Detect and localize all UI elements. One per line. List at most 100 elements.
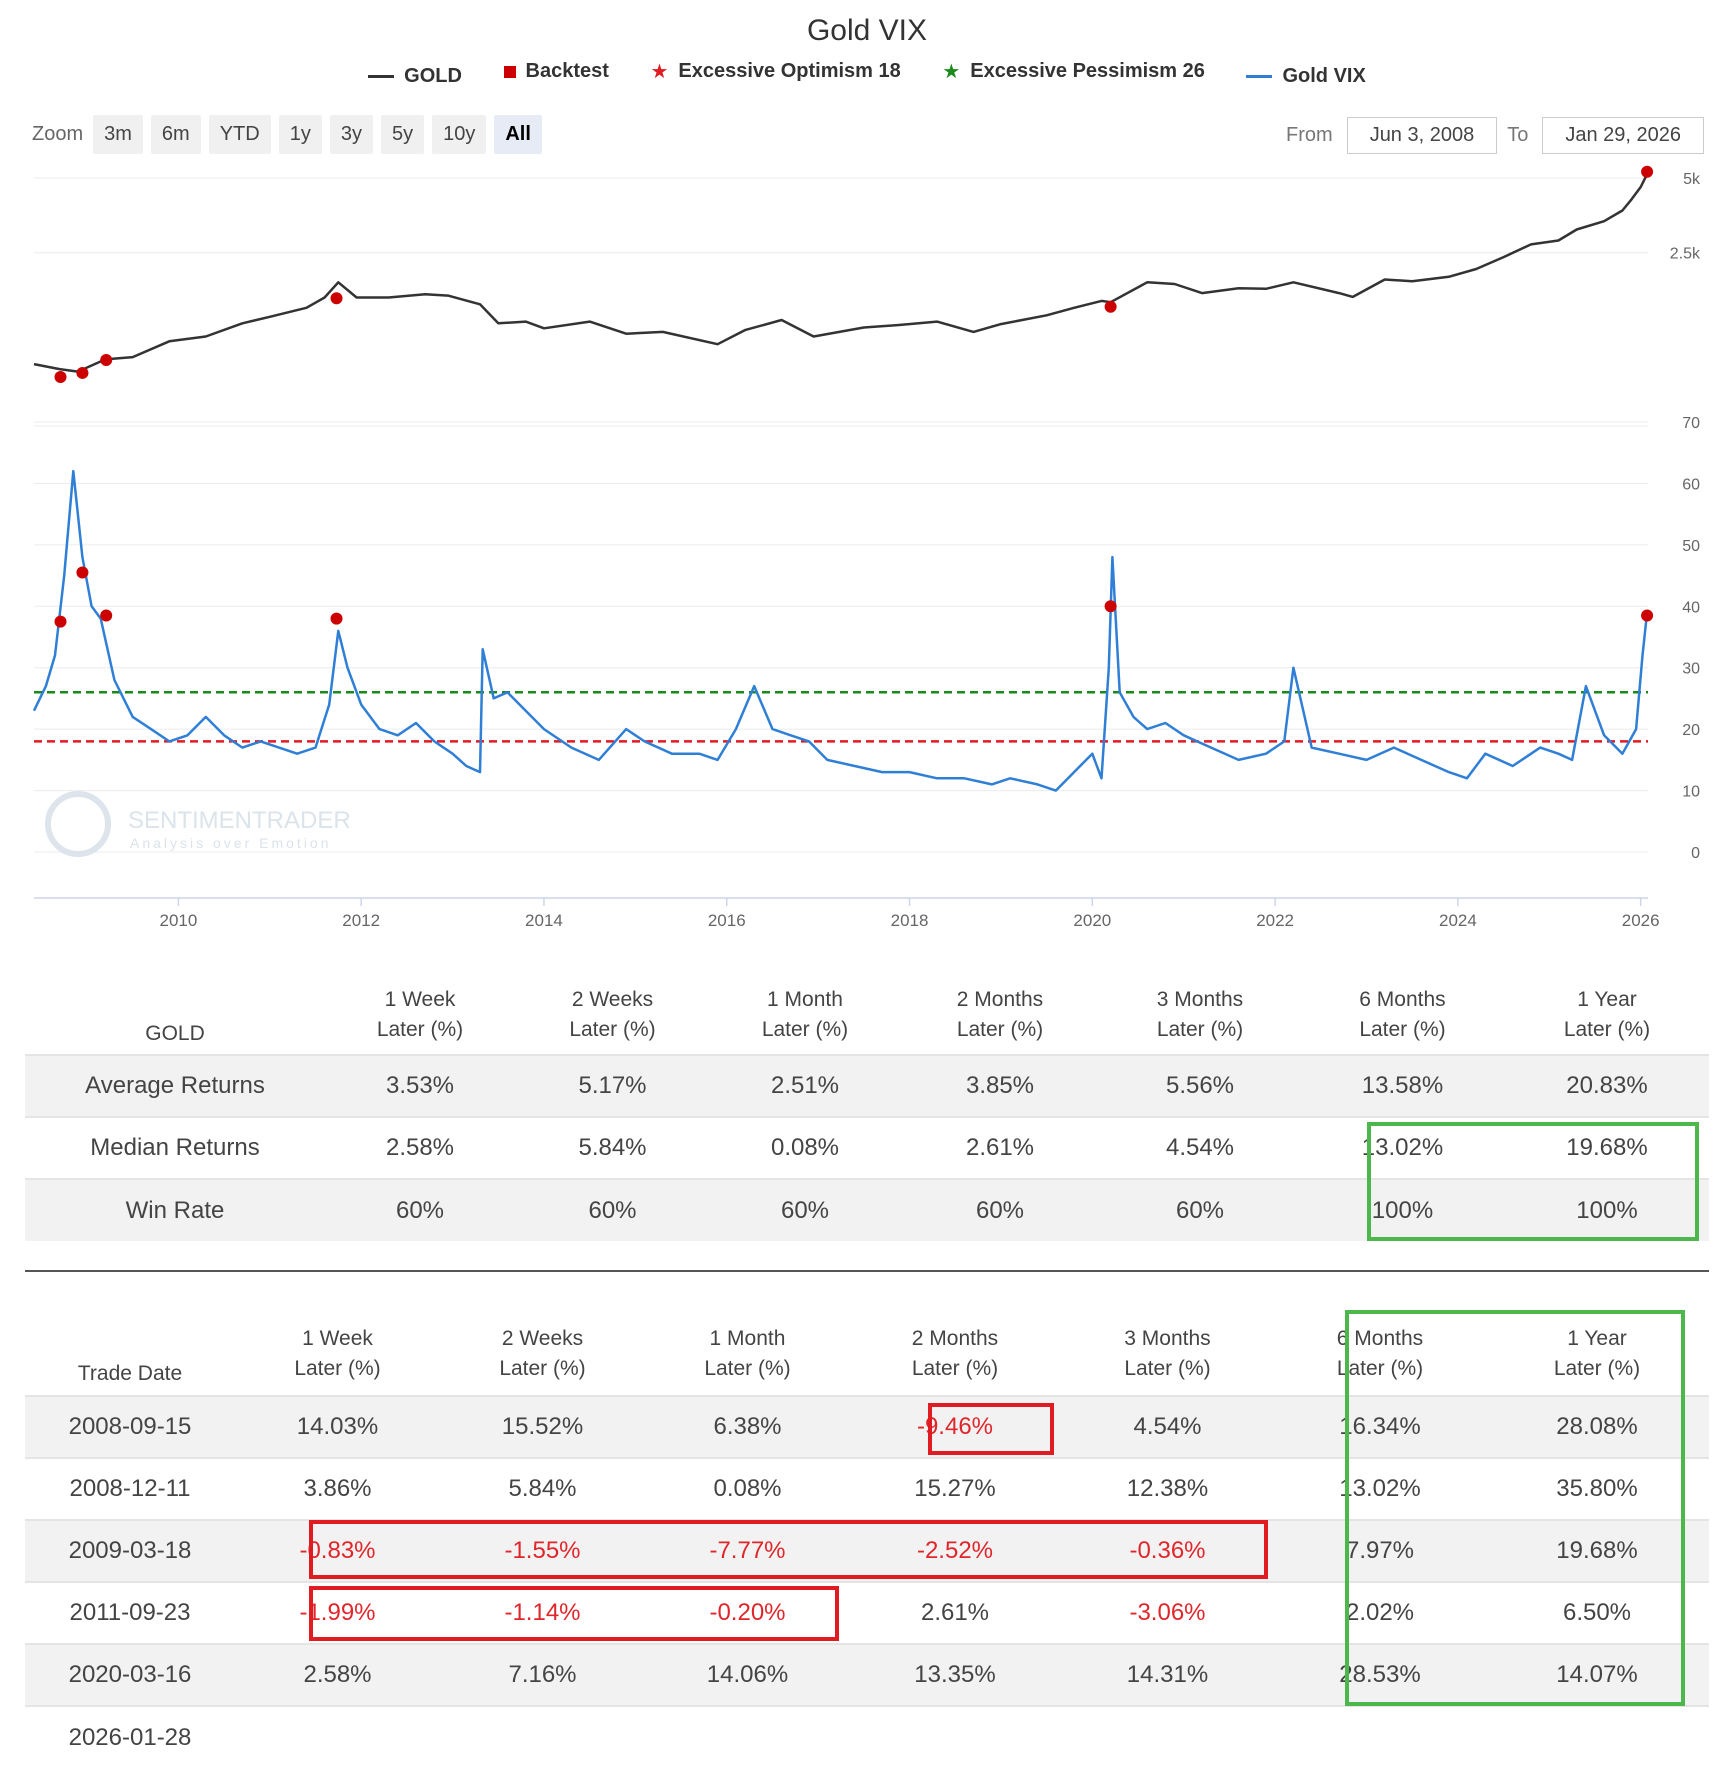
table-cell: 7.97% (1275, 1519, 1485, 1582)
header-line: Later (%) (761, 1017, 849, 1041)
to-date-input[interactable]: Jan 29, 2026 (1542, 117, 1704, 154)
gold-line-swatch (368, 74, 395, 78)
zoom-all-button[interactable]: All (494, 115, 542, 154)
table-cell: -1.14% (440, 1581, 645, 1644)
legend-item-gold-vix[interactable]: Gold VIX (1246, 64, 1366, 88)
table-cell: 4.54% (1060, 1395, 1275, 1458)
table-cell: 15.52% (440, 1395, 645, 1458)
from-date-input[interactable]: Jun 3, 2008 (1346, 117, 1498, 154)
table-cell (235, 1705, 440, 1768)
trade-date: 2026-01-28 (25, 1705, 235, 1768)
legend-item-backtest[interactable]: Backtest (503, 60, 609, 83)
gold-backtest-marker (1641, 165, 1654, 178)
table-cell: 13.35% (850, 1643, 1060, 1706)
table-cell: 19.68% (1485, 1519, 1709, 1582)
from-label: From (1286, 124, 1333, 146)
table-cell: 0.08% (710, 1116, 900, 1179)
x-tick-label: 2014 (525, 911, 563, 930)
header-line: Later (%) (294, 1356, 381, 1380)
summary-row: Win Rate 60% 60% 60% 60% 60% 100% 100% (25, 1178, 1709, 1241)
header-line: 2 Months (911, 1326, 999, 1350)
header-line: 2 Weeks (501, 1326, 584, 1350)
zoom-ytd-button[interactable]: YTD (208, 115, 271, 154)
header-line: 1 Week (384, 987, 456, 1011)
gold-y-tick-label: 2.5k (1670, 246, 1701, 263)
table-cell: 5.84% (515, 1116, 710, 1179)
header-line: Later (%) (1563, 1017, 1651, 1041)
zoom-5y-button[interactable]: 5y (380, 115, 425, 154)
table-row: 2008-12-11 3.86% 5.84% 0.08% 15.27% 12.38% 13.… (25, 1457, 1709, 1520)
table-cell: 6.38% (645, 1395, 850, 1458)
header-line: 1 Month (709, 1326, 786, 1350)
header-line: 2 Weeks (571, 987, 654, 1011)
header-line: 6 Months (1359, 987, 1446, 1011)
trades-header: 2 Months Later (%) (850, 1312, 1060, 1396)
watermark-logo-icon (45, 791, 111, 857)
zoom-3m-button[interactable]: 3m (93, 115, 143, 154)
table-row: 2011-09-23 -1.99% -1.14% -0.20% 2.61% -3.06% 2… (25, 1581, 1709, 1644)
trades-header: 1 Week Later (%) (235, 1312, 440, 1396)
zoom-6m-button[interactable]: 6m (150, 115, 201, 154)
x-tick-label: 2016 (708, 911, 746, 930)
vix-backtest-marker (54, 615, 67, 628)
table-cell (1485, 1705, 1709, 1768)
x-tick-label: 2010 (159, 911, 197, 930)
legend-item-optimism[interactable]: ★ Excessive Optimism 18 (650, 60, 900, 83)
table-cell: 7.16% (440, 1643, 645, 1706)
vix-y-tick-label: 50 (1682, 538, 1700, 555)
chart-title: Gold VIX (806, 14, 928, 47)
table-cell: 3.53% (325, 1054, 515, 1117)
table-cell: 60% (900, 1178, 1100, 1241)
table-cell: 13.02% (1275, 1457, 1485, 1520)
table-cell: 4.54% (1100, 1116, 1300, 1179)
x-tick-label: 2012 (342, 911, 380, 930)
vix-backtest-marker (100, 609, 113, 622)
header-line: Later (%) (1336, 1356, 1424, 1380)
zoom-bar: Zoom 3m 6m YTD 1y 3y 5y 10y All (32, 115, 550, 154)
header-line: Later (%) (499, 1356, 586, 1380)
table-cell: 60% (710, 1178, 900, 1241)
chart-legend: GOLD Backtest ★ Excessive Optimism 18 ★ … (0, 60, 1734, 88)
row-label: Win Rate (25, 1178, 325, 1241)
table-cell: 6.50% (1485, 1581, 1709, 1644)
table-cell: 5.56% (1100, 1054, 1300, 1117)
header-line: Later (%) (569, 1017, 656, 1041)
gold-y-tick-label: 5k (1683, 171, 1701, 188)
legend-label: Excessive Pessimism 26 (970, 60, 1205, 82)
table-cell: -0.36% (1060, 1519, 1275, 1582)
vix-y-tick-label: 40 (1682, 599, 1700, 616)
legend-label: Gold VIX (1282, 64, 1366, 87)
trade-date: 2009-03-18 (25, 1519, 235, 1582)
trades-header: 3 Months Later (%) (1060, 1312, 1275, 1396)
highlight-box-2008-09-15-2m (928, 1403, 1054, 1455)
table-cell: -7.77% (645, 1519, 850, 1582)
header-line: 1 Week (302, 1326, 373, 1350)
table-cell: 3.85% (900, 1054, 1100, 1117)
row-label: Median Returns (25, 1116, 325, 1179)
table-cell: 14.03% (235, 1395, 440, 1458)
highlight-box-2009-03-18-1w-3m (309, 1520, 1268, 1579)
summary-row: Average Returns 3.53% 5.17% 2.51% 3.85% … (25, 1054, 1709, 1117)
zoom-3y-button[interactable]: 3y (329, 115, 373, 154)
table-cell: 20.83% (1505, 1054, 1709, 1117)
trade-date: 2008-12-11 (25, 1457, 235, 1520)
table-cell (645, 1705, 850, 1768)
zoom-1y-button[interactable]: 1y (278, 115, 322, 154)
table-cell: 35.80% (1485, 1457, 1709, 1520)
legend-item-pessimism[interactable]: ★ Excessive Pessimism 26 (942, 60, 1205, 83)
legend-item-gold[interactable]: GOLD (368, 65, 462, 88)
header-line: 3 Months (1124, 1326, 1211, 1350)
zoom-10y-button[interactable]: 10y (432, 115, 487, 154)
legend-label: Backtest (525, 60, 609, 82)
trade-date: 2011-09-23 (25, 1581, 235, 1644)
table-cell: 2.02% (1275, 1581, 1485, 1644)
table-cell: -0.83% (235, 1519, 440, 1582)
table-cell: 12.38% (1060, 1457, 1275, 1520)
table-cell: 0.08% (645, 1457, 850, 1520)
trades-header: 1 Year Later (%) (1485, 1312, 1709, 1396)
table-cell: 2.58% (325, 1116, 515, 1179)
header-line: 1 Month (767, 987, 843, 1011)
vix-backtest-marker (76, 566, 89, 579)
section-divider (25, 1270, 1709, 1272)
table-cell: 13.02% (1300, 1116, 1505, 1179)
